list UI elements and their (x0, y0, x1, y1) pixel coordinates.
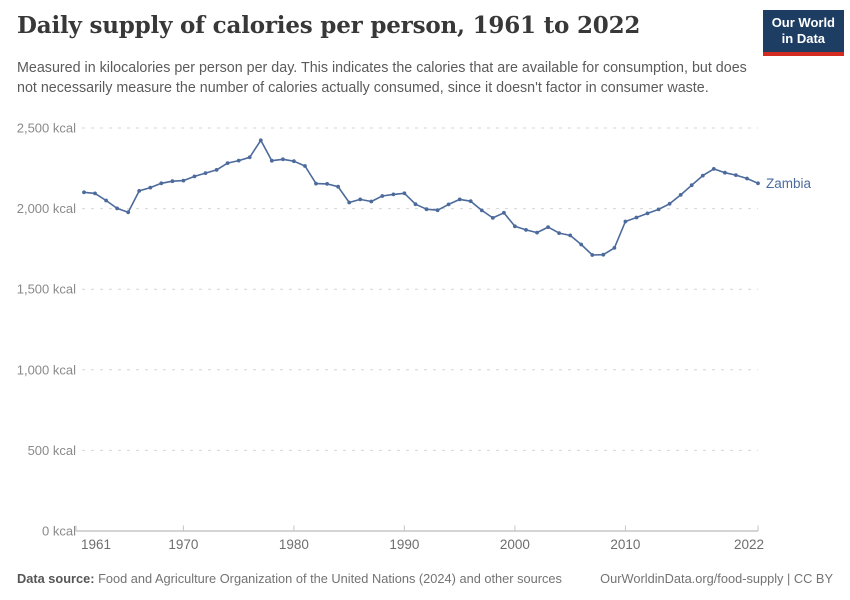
data-point-marker (678, 193, 683, 197)
data-point-marker (424, 207, 429, 212)
data-point-marker (490, 216, 495, 220)
data-point-marker (457, 197, 462, 202)
y-axis-tick-label: 1,500 kcal (17, 282, 76, 297)
data-point-marker (435, 208, 440, 213)
data-point-marker (93, 191, 97, 196)
data-point-marker (225, 161, 230, 166)
y-axis-tick-label: 500 kcal (28, 443, 77, 458)
y-axis-tick-label: 2,000 kcal (17, 201, 76, 216)
data-point-marker (281, 157, 285, 162)
series-label-zambia: Zambia (766, 176, 812, 191)
data-point-marker (104, 198, 108, 203)
x-axis-tick-label: 2010 (610, 537, 640, 552)
data-point-marker (601, 252, 606, 257)
chart-title: Daily supply of calories per person, 196… (17, 12, 641, 39)
data-point-marker (689, 183, 694, 188)
data-point-marker (380, 194, 385, 198)
data-point-marker (82, 190, 86, 195)
x-axis-tick-label: 1990 (389, 537, 419, 552)
x-axis-tick-label: 1980 (279, 537, 309, 552)
data-point-marker (546, 225, 550, 230)
x-axis-tick-label: 1970 (168, 537, 198, 552)
owid-logo-line1: Our World (771, 15, 835, 30)
data-point-marker (524, 228, 528, 232)
data-point-marker (292, 159, 296, 164)
data-point-marker (590, 253, 595, 257)
owid-url-link[interactable]: OurWorldinData.org/food-supply | CC BY (600, 571, 833, 586)
data-point-marker (325, 182, 329, 186)
data-point-marker (612, 246, 617, 250)
data-point-marker (258, 138, 263, 143)
data-point-marker (391, 192, 396, 197)
data-point-marker (203, 171, 208, 176)
y-axis-tick-label: 1,000 kcal (17, 362, 76, 377)
data-point-marker (700, 173, 705, 178)
x-axis-tick-label: 1961 (81, 537, 111, 552)
y-axis-tick-label: 0 kcal (42, 524, 76, 539)
owid-logo[interactable]: Our World in Data (762, 10, 844, 56)
data-point-marker (468, 199, 473, 204)
chart-subtitle: Measured in kilocalories per person per … (17, 60, 747, 97)
data-point-marker (723, 170, 727, 175)
data-point-marker (192, 174, 197, 179)
data-point-marker (756, 181, 760, 186)
data-point-marker (623, 219, 628, 224)
data-source-label: Data source: (17, 571, 95, 586)
data-source-text: Food and Agriculture Organization of the… (94, 571, 562, 586)
zambia-series-line (83, 139, 759, 256)
data-point-marker (502, 210, 506, 215)
data-point-marker (148, 185, 153, 190)
data-point-marker (413, 202, 418, 207)
data-point-marker (126, 210, 131, 215)
data-point-marker (745, 176, 749, 181)
data-point-marker (269, 158, 274, 163)
data-point-marker (369, 199, 374, 204)
data-point-marker (247, 155, 252, 160)
data-point-marker (634, 215, 639, 220)
data-point-marker (336, 184, 340, 189)
y-axis-tick-label: 2,500 kcal (17, 121, 76, 136)
data-point-marker (159, 181, 164, 186)
data-point-marker (236, 158, 241, 163)
data-point-marker (303, 164, 307, 168)
data-point-marker (347, 200, 352, 205)
data-point-marker (479, 208, 484, 213)
data-point-marker (314, 181, 318, 186)
data-point-marker (137, 189, 142, 193)
chart-footer: Data source: Food and Agriculture Organi… (17, 571, 833, 586)
data-point-marker (579, 242, 584, 247)
data-point-marker (358, 197, 363, 202)
data-point-marker (115, 206, 119, 211)
data-point-marker (734, 173, 738, 178)
data-point-marker (170, 179, 175, 184)
data-point-marker (711, 167, 716, 171)
data-point-marker (446, 202, 451, 207)
data-point-marker (513, 224, 517, 229)
data-point-marker (645, 211, 650, 216)
x-axis-tick-label: 2022 (734, 537, 764, 552)
owid-logo-line2: in Data (781, 31, 826, 47)
data-point-marker (667, 201, 672, 206)
data-point-marker (181, 178, 186, 183)
data-source-note: Data source: Food and Agriculture Organi… (17, 571, 562, 586)
data-point-marker (656, 207, 661, 212)
data-point-marker (402, 191, 407, 196)
data-point-marker (557, 231, 561, 236)
x-axis-tick-label: 2000 (500, 537, 530, 552)
data-point-marker (568, 233, 573, 238)
data-point-marker (535, 230, 539, 235)
data-point-marker (214, 168, 219, 172)
